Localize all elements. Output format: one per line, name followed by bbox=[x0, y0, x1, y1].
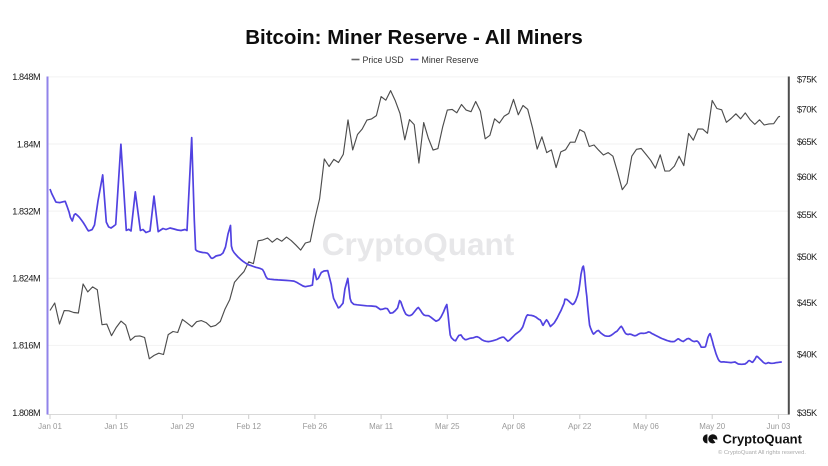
svg-text:$60K: $60K bbox=[797, 172, 818, 182]
svg-text:Price USD: Price USD bbox=[363, 55, 404, 65]
svg-text:Bitcoin: Miner Reserve - All M: Bitcoin: Miner Reserve - All Miners bbox=[245, 26, 583, 49]
svg-text:May 06: May 06 bbox=[633, 422, 659, 431]
svg-text:$55K: $55K bbox=[797, 210, 818, 220]
svg-text:1.816M: 1.816M bbox=[12, 341, 40, 351]
svg-text:Jan 29: Jan 29 bbox=[171, 422, 195, 431]
svg-text:$45K: $45K bbox=[797, 298, 818, 308]
svg-text:Jan 15: Jan 15 bbox=[104, 422, 128, 431]
svg-text:CryptoQuant: CryptoQuant bbox=[322, 226, 515, 262]
svg-text:1.848M: 1.848M bbox=[12, 72, 40, 82]
svg-text:Mar 25: Mar 25 bbox=[435, 422, 460, 431]
svg-text:1.84M: 1.84M bbox=[17, 139, 40, 149]
svg-text:$70K: $70K bbox=[797, 105, 818, 115]
svg-text:$75K: $75K bbox=[797, 75, 818, 85]
svg-text:May 20: May 20 bbox=[699, 422, 725, 431]
svg-text:1.808M: 1.808M bbox=[12, 408, 40, 418]
svg-text:Feb 26: Feb 26 bbox=[303, 422, 328, 431]
svg-text:Mar 11: Mar 11 bbox=[369, 422, 393, 431]
svg-text:Jun 03: Jun 03 bbox=[767, 422, 791, 431]
svg-text:Miner Reserve: Miner Reserve bbox=[422, 55, 479, 65]
svg-text:Apr 22: Apr 22 bbox=[568, 422, 591, 431]
svg-text:Apr 08: Apr 08 bbox=[502, 422, 526, 431]
svg-text:Jan 01: Jan 01 bbox=[38, 422, 62, 431]
svg-text:1.824M: 1.824M bbox=[12, 274, 40, 284]
svg-text:$65K: $65K bbox=[797, 137, 818, 147]
svg-text:$35K: $35K bbox=[797, 408, 818, 418]
svg-text:Feb 12: Feb 12 bbox=[236, 422, 261, 431]
svg-text:© CryptoQuant All rights reser: © CryptoQuant All rights reserved. bbox=[718, 449, 806, 456]
svg-text:CryptoQuant: CryptoQuant bbox=[723, 432, 803, 447]
svg-text:1.832M: 1.832M bbox=[12, 206, 40, 216]
svg-text:$50K: $50K bbox=[797, 252, 818, 262]
svg-text:$40K: $40K bbox=[797, 349, 818, 359]
